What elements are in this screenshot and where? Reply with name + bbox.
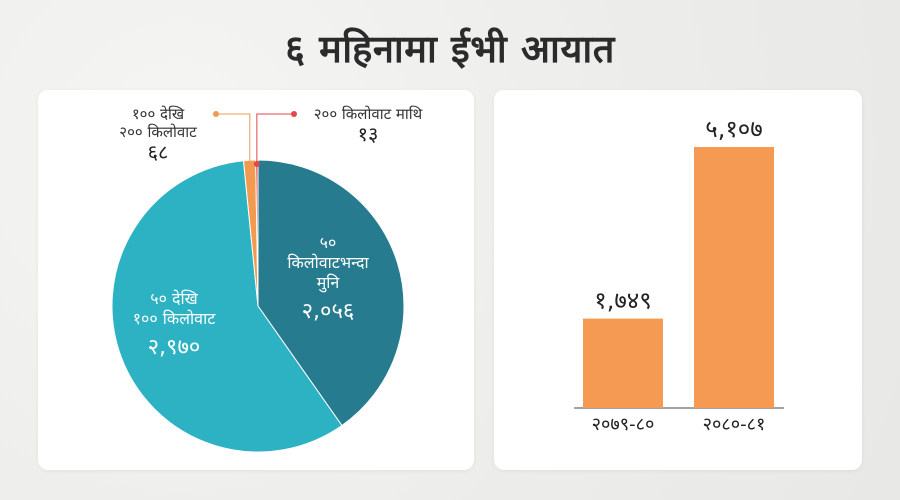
pie-slice <box>257 159 405 427</box>
leader-line <box>216 113 251 165</box>
pie-slice <box>111 160 343 453</box>
bar-chart: १,७४९ २०७९-८० ५,१०७ २०८०-८१ <box>574 115 784 435</box>
slice-value: २,९७० <box>148 335 201 360</box>
slice-label: ५० <box>320 233 337 252</box>
leader-dot <box>246 161 253 168</box>
slice-label: १०० किलोवाट <box>133 309 217 328</box>
bar-value-label: १,७४९ <box>594 287 652 315</box>
bar-value-label: ५,१०७ <box>705 115 763 143</box>
pie-chart: ५०किलोवाटभन्दामुनि २,०५६ ५० देखि१०० किलोवा… <box>111 105 423 453</box>
slice-label: मुनि <box>317 273 341 293</box>
slice-label: किलोवाटभन्दा <box>287 253 369 272</box>
slice-label: २०० किलोवाट <box>119 123 197 141</box>
x-tick-label: २०७९-८० <box>592 414 655 435</box>
slice-label: ५० देखि <box>150 289 198 308</box>
page-title: ६ महिनामा ईभी आयात <box>285 27 615 71</box>
leader-dot <box>213 111 219 117</box>
leader-dot <box>253 161 260 168</box>
leader-dot <box>291 111 297 117</box>
slice-value: २,०५६ <box>302 299 355 324</box>
slice-label: २०० किलोवाट माथि <box>314 105 423 123</box>
bar-chart-card: १,७४९ २०७९-८० ५,१०७ २०८०-८१ <box>494 90 862 470</box>
leader-line <box>256 113 294 165</box>
pie-chart-card: ५० किलोवाटभन्दा मुनि २,०५६ ५० देखि १०० किलोवा… <box>38 90 474 470</box>
bar <box>583 318 663 408</box>
bar <box>694 147 774 408</box>
slice-value: १३ <box>358 122 379 146</box>
slice-label: १०० देखि <box>132 105 185 123</box>
x-tick-label: २०८०-८१ <box>703 414 766 435</box>
slice-value: ६८ <box>148 140 169 164</box>
